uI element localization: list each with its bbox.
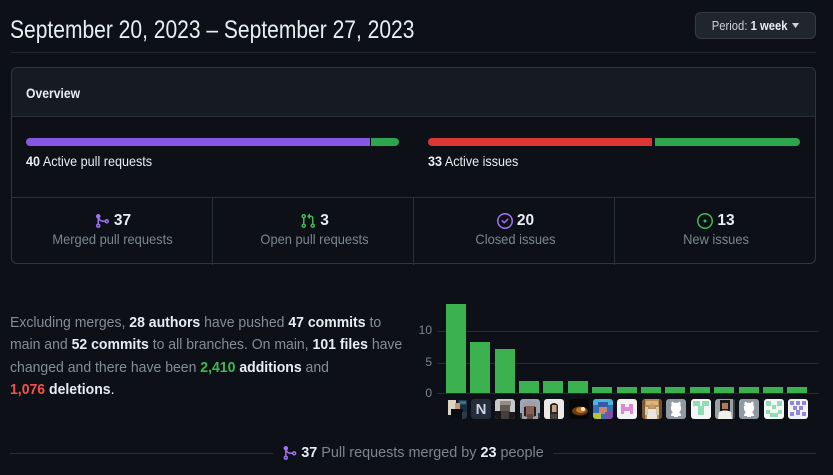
svg-text:N: N — [476, 401, 487, 418]
